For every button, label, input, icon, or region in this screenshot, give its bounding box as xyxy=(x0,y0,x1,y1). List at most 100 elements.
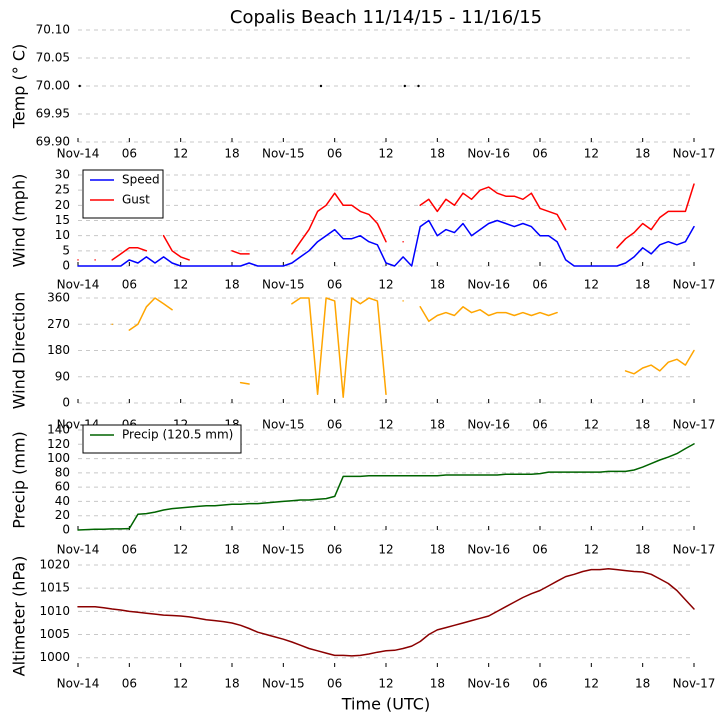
point xyxy=(403,84,407,88)
x-tick-label: 12 xyxy=(584,418,599,432)
y-tick-label: 69.90 xyxy=(36,135,70,149)
x-tick-label: Nov-15 xyxy=(262,677,305,691)
x-tick-label: 18 xyxy=(224,147,239,161)
x-tick-label: 12 xyxy=(173,677,188,691)
x-tick-label: Nov-14 xyxy=(57,543,100,557)
legend-label: Precip (120.5 mm) xyxy=(122,428,233,442)
x-tick-label: Nov-17 xyxy=(673,418,716,432)
y-tick-label: 70.00 xyxy=(36,79,70,93)
x-tick-label: 18 xyxy=(430,278,445,292)
x-tick-label: 18 xyxy=(635,147,650,161)
x-tick-label: 12 xyxy=(584,147,599,161)
point xyxy=(78,84,81,88)
y-tick-label: 20 xyxy=(55,508,70,522)
y-tick-label: 0 xyxy=(62,523,70,537)
y-tick-label: 90 xyxy=(55,369,70,383)
x-tick-label: 18 xyxy=(430,147,445,161)
x-tick-label: 12 xyxy=(378,278,393,292)
legend-label: Speed xyxy=(122,173,160,187)
x-tick-label: 06 xyxy=(532,278,547,292)
y-tick-label: 1005 xyxy=(39,627,70,641)
x-tick-label: 18 xyxy=(224,543,239,557)
x-tick-label: 06 xyxy=(532,543,547,557)
x-tick-label: 12 xyxy=(378,418,393,432)
x-tick-label: 18 xyxy=(635,278,650,292)
x-tick-label: 06 xyxy=(327,418,342,432)
x-tick-label: 18 xyxy=(430,418,445,432)
x-tick-label: 12 xyxy=(173,278,188,292)
y-tick-label: 15 xyxy=(55,213,70,227)
point xyxy=(417,84,420,88)
x-tick-label: 06 xyxy=(122,147,137,161)
x-tick-label: 18 xyxy=(224,677,239,691)
y-tick-label: 1000 xyxy=(39,650,70,664)
y-tick-label: 140 xyxy=(47,423,70,437)
y-tick-label: 70.05 xyxy=(36,51,70,65)
y-tick-label: 80 xyxy=(55,465,70,479)
x-tick-label: Nov-15 xyxy=(262,147,305,161)
x-tick-label: 18 xyxy=(635,543,650,557)
y-tick-label: 60 xyxy=(55,480,70,494)
x-tick-label: 06 xyxy=(327,278,342,292)
x-tick-label: Nov-15 xyxy=(262,543,305,557)
x-tick-label: Nov-14 xyxy=(57,677,100,691)
x-tick-label: 06 xyxy=(532,677,547,691)
x-tick-label: Nov-16 xyxy=(467,677,510,691)
y-tick-label: 0 xyxy=(62,396,70,410)
line xyxy=(77,183,695,261)
x-tick-label: 12 xyxy=(173,147,188,161)
y-axis-label: Wind Direction xyxy=(10,292,29,410)
y-tick-label: 5 xyxy=(62,243,70,257)
x-tick-label: 12 xyxy=(378,677,393,691)
x-tick-label: 06 xyxy=(327,543,342,557)
x-tick-label: 12 xyxy=(584,677,599,691)
y-axis-label: Altimeter (hPa) xyxy=(10,556,29,677)
line xyxy=(77,567,695,657)
point xyxy=(319,84,323,88)
y-tick-label: 1020 xyxy=(39,558,70,572)
y-tick-label: 70.10 xyxy=(36,23,70,37)
x-tick-label: 06 xyxy=(532,147,547,161)
x-tick-label: 12 xyxy=(584,543,599,557)
x-tick-label: Nov-14 xyxy=(57,147,100,161)
y-tick-label: 120 xyxy=(47,437,70,451)
line xyxy=(77,443,695,531)
x-tick-label: 12 xyxy=(378,147,393,161)
y-tick-label: 360 xyxy=(47,291,70,305)
y-tick-label: 25 xyxy=(55,183,70,197)
x-tick-label: Nov-16 xyxy=(467,278,510,292)
x-tick-label: Nov-16 xyxy=(467,147,510,161)
legend-box xyxy=(82,424,242,454)
x-tick-label: Nov-17 xyxy=(673,677,716,691)
y-tick-label: 270 xyxy=(47,317,70,331)
x-tick-label: Nov-17 xyxy=(673,147,716,161)
y-tick-label: 1015 xyxy=(39,581,70,595)
x-tick-label: Nov-15 xyxy=(262,278,305,292)
y-tick-label: 1010 xyxy=(39,604,70,618)
x-tick-label: 18 xyxy=(635,677,650,691)
x-tick-label: 18 xyxy=(635,418,650,432)
y-tick-label: 180 xyxy=(47,343,70,357)
y-tick-label: 10 xyxy=(55,228,70,242)
x-tick-label: 06 xyxy=(122,677,137,691)
y-tick-label: 40 xyxy=(55,494,70,508)
y-axis-label: Temp (° C) xyxy=(10,44,29,129)
chart-title: Copalis Beach 11/14/15 - 11/16/15 xyxy=(230,7,542,28)
x-tick-label: 12 xyxy=(584,278,599,292)
legend-label: Gust xyxy=(122,193,150,207)
x-tick-label: 18 xyxy=(224,278,239,292)
x-tick-label: 06 xyxy=(327,677,342,691)
x-tick-label: Nov-17 xyxy=(673,278,716,292)
y-tick-label: 0 xyxy=(62,259,70,273)
y-axis-label: Wind (mph) xyxy=(10,174,29,268)
line xyxy=(77,219,695,267)
x-tick-label: 12 xyxy=(378,543,393,557)
x-tick-label: 18 xyxy=(430,677,445,691)
x-tick-label: 06 xyxy=(532,418,547,432)
line xyxy=(111,297,695,398)
y-tick-label: 100 xyxy=(47,451,70,465)
x-tick-label: 06 xyxy=(327,147,342,161)
x-tick-label: 18 xyxy=(430,543,445,557)
legend-box xyxy=(82,169,164,219)
y-tick-label: 30 xyxy=(55,168,70,182)
